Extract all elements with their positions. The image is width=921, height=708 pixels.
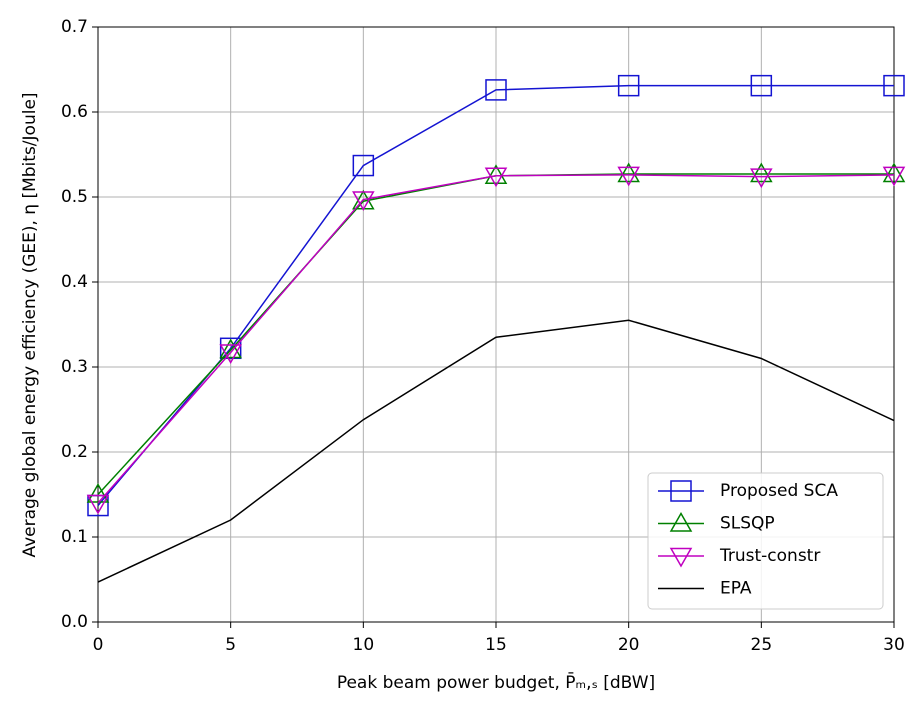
legend-marker: [669, 547, 693, 568]
y-tick-label: 0.3: [61, 357, 88, 377]
x-tick-label: 10: [353, 635, 375, 655]
marker: [352, 154, 375, 177]
series-line: [97, 319, 895, 583]
legend-label: EPA: [720, 579, 752, 599]
y-tick-label: 0.1: [61, 527, 88, 547]
marker: [219, 338, 242, 359]
marker: [484, 167, 508, 188]
plot-frame: [97, 26, 895, 623]
marker: [882, 162, 906, 183]
marker: [219, 344, 242, 365]
x-tick-label: 30: [883, 635, 905, 655]
marker: [485, 79, 507, 101]
marker: [617, 166, 640, 187]
x-tick-label: 0: [93, 635, 104, 655]
x-axis-label: Peak beam power budget, P̄ₘ,ₛ [dBW]: [337, 671, 655, 693]
y-axis-label: Average global energy efficiency (GEE), …: [20, 92, 40, 557]
y-tick-label: 0.6: [61, 102, 88, 122]
legend-marker: [670, 480, 692, 502]
legend-box: [647, 472, 884, 610]
y-tick-label: 0.0: [61, 612, 88, 632]
legend-label: SLSQP: [720, 514, 775, 534]
x-tick-label: 5: [225, 635, 236, 655]
marker: [617, 74, 640, 97]
marker: [750, 168, 773, 189]
legend-label: Trust-constr: [719, 546, 820, 566]
marker: [750, 74, 773, 97]
marker: [882, 166, 906, 187]
series-line: [97, 174, 895, 504]
legend-label: Proposed SCA: [720, 481, 838, 501]
y-tick-label: 0.5: [61, 187, 88, 207]
marker: [352, 191, 375, 212]
series-line: [97, 84, 894, 507]
legend-marker: [669, 511, 693, 532]
marker: [219, 337, 242, 360]
marker: [883, 74, 905, 97]
y-tick-label: 0.2: [61, 442, 88, 462]
x-tick-label: 15: [485, 635, 507, 655]
y-tick-label: 0.7: [61, 17, 88, 37]
marker: [86, 494, 110, 515]
x-tick-label: 25: [751, 635, 773, 655]
marker: [617, 162, 640, 183]
x-tick-label: 20: [618, 635, 640, 655]
marker: [750, 162, 773, 183]
y-tick-label: 0.4: [61, 272, 88, 292]
marker: [484, 164, 508, 184]
